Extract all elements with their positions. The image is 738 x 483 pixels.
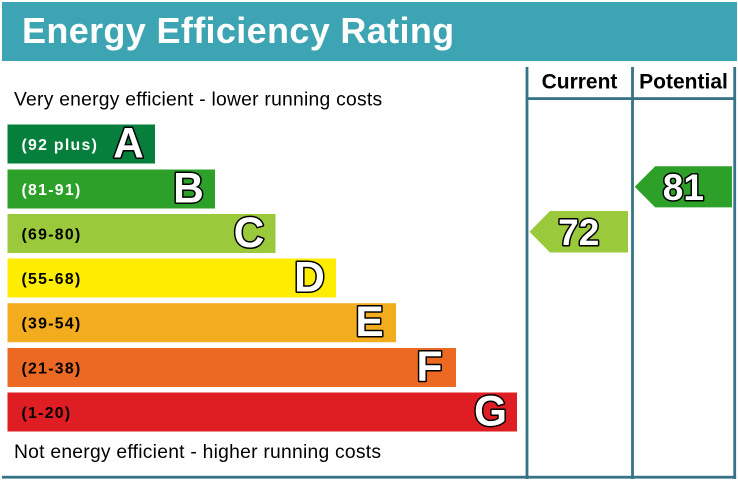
svg-text:72: 72 [558,212,599,253]
svg-text:D: D [294,255,325,302]
svg-text:(92 plus): (92 plus) [22,137,99,154]
svg-text:(1-20): (1-20) [22,405,72,422]
svg-text:F: F [417,344,443,391]
svg-text:Very energy efficient - lower: Very energy efficient - lower running co… [14,90,382,111]
svg-text:C: C [234,210,265,257]
svg-text:(55-68): (55-68) [22,271,82,288]
svg-text:(81-91): (81-91) [22,182,82,199]
svg-text:E: E [355,299,383,346]
svg-text:(39-54): (39-54) [22,316,82,333]
svg-text:A: A [113,121,144,168]
svg-text:Current: Current [542,71,618,94]
svg-text:G: G [474,389,507,436]
svg-text:Potential: Potential [639,71,728,94]
svg-text:(21-38): (21-38) [22,360,82,377]
svg-text:B: B [173,166,204,213]
svg-text:Not energy efficient - higher: Not energy efficient - higher running co… [14,442,381,463]
svg-text:Energy Efficiency Rating: Energy Efficiency Rating [22,10,455,51]
svg-text:81: 81 [663,167,704,208]
svg-text:(69-80): (69-80) [22,226,82,243]
